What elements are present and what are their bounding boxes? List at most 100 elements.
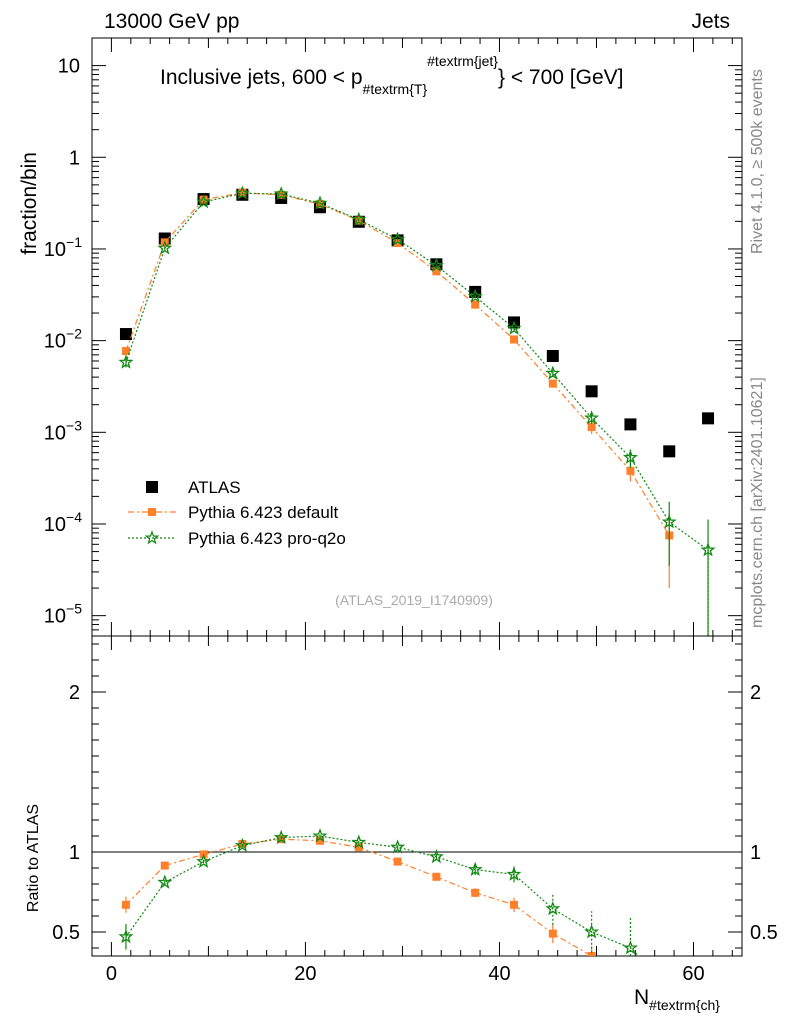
ratio-point-proq2o [622,940,638,955]
legend-marker-proq2o [144,530,160,545]
data-point-default [626,466,635,475]
data-point-proq2o [157,240,173,255]
main-panel: 10−5 10−4 10−3 10−2 10−1 1 10 fraction/bin Inc… [18,37,743,637]
data-point-default [432,267,441,276]
ratio-point-proq2o [196,853,212,869]
y-tick-label: 10−4 [44,509,82,536]
ratio-point-default [471,888,480,897]
legend-marker-default [148,508,156,516]
data-point-atlas [624,418,637,431]
data-point-proq2o [390,231,406,246]
ratio-point-default [315,836,324,845]
ratio-clipped-group [118,828,675,990]
y-tick-label: 10−3 [44,417,82,444]
ratio-y-tick-label: 2 [69,682,80,704]
x-tick-label: 0 [106,963,117,985]
data-point-atlas [546,349,559,362]
mcplots-label: mcplots.cern.ch [arXiv:2401.10621] [749,377,766,628]
title-part-sup: #textrm{jet} [427,53,498,69]
main-ylabel: fraction/bin [18,152,41,255]
y-tick-label: 10 [58,56,80,78]
data-point-default [199,195,208,204]
data-point-proq2o [196,194,212,209]
data-point-proq2o [467,288,483,303]
ratio-point-default [354,843,363,852]
ratio-y-tick-label-right: 1 [750,842,761,864]
header-right: Jets [691,10,730,33]
data-point-default [587,423,596,432]
ratio-point-proq2o [545,900,561,916]
main-axis-ticks: 10−5 10−4 10−3 10−2 10−1 1 10 [44,37,742,637]
x-tick-label: 60 [682,963,704,985]
main-series-group [118,185,716,636]
ratio-point-proq2o [157,874,173,889]
legend-label-default: Pythia 6.423 default [188,503,339,522]
ratio-ylabel: Ratio to ATLAS [25,804,42,912]
ratio-frame [91,635,743,957]
main-title: Inclusive jets, 600 < p#textrm{T} #textrm… [160,53,623,97]
data-point-default [510,335,519,344]
data-point-proq2o [622,449,638,464]
data-point-proq2o [506,320,522,335]
ratio-point-default [626,966,634,974]
x-tick-label: 20 [294,963,316,985]
ratio-point-proq2o [506,866,522,881]
ratio-point-default [587,952,596,956]
data-point-proq2o [661,514,677,529]
ratio-point-proq2o [273,829,289,845]
series-line-proq2o [125,192,709,551]
ratio-point-default [510,900,519,909]
data-point-default [548,379,557,388]
data-point-proq2o [584,410,600,425]
legend: ATLAS Pythia 6.423 default Pythia 6.423 … [128,478,346,548]
ratio-point-proq2o [118,928,134,944]
legend-label-atlas: ATLAS [188,478,241,497]
ratio-point-proq2o [234,837,250,853]
data-point-proq2o [351,211,367,227]
ratio-point-proq2o [428,848,444,864]
data-point-default [471,300,480,309]
data-point-proq2o [118,354,134,369]
data-point-default [393,239,402,248]
data-point-proq2o [234,185,250,200]
title-part-sub: #textrm{T} [363,81,428,97]
xlabel-part-sub: #textrm{ch} [649,997,720,1013]
data-point-proq2o [428,257,444,272]
data-point-proq2o [273,186,289,201]
ratio-point-default [393,857,402,866]
data-point-atlas [585,385,598,398]
ratio-y-tick-label: 0.5 [52,922,80,944]
data-point-atlas [663,445,676,458]
ratio-point-proq2o [467,861,483,877]
data-point-proq2o [545,365,561,380]
header-left: 13000 GeV pp [104,10,239,33]
data-point-proq2o [312,195,328,210]
ratio-point-proq2o [664,979,675,990]
ratio-xlabel: N#textrm{ch} [634,986,720,1013]
data-point-atlas [702,412,715,425]
ratio-point-proq2o [584,924,600,939]
xlabel-part-main: N [634,986,649,1009]
y-tick-label: 1 [69,147,80,169]
legend-marker-atlas [146,481,158,493]
rivet-label: Rivet 4.1.0, ≥ 500k events [749,69,766,254]
ratio-axis-ticks: 0.5 0.51 12 20 20 40 60 [52,636,778,985]
ratio-y-tick-label: 1 [69,842,80,864]
legend-label-proq2o: Pythia 6.423 pro-q2o [188,529,346,548]
ratio-point-proq2o [351,834,367,849]
title-part-main: Inclusive jets, 600 < p [160,66,363,89]
y-tick-label: 10−5 [44,601,82,628]
ratio-line-proq2o [125,835,640,956]
ratio-point-default [121,900,130,909]
ratio-point-proq2o [390,839,406,854]
ratio-point-proq2o [312,828,328,843]
y-tick-label: 10−2 [44,326,82,353]
ratio-point-default [160,861,169,870]
ratio-series-group [118,828,675,990]
analysis-tag: (ATLAS_2019_I1740909) [335,592,493,608]
ratio-point-default [432,872,441,881]
x-tick-label: 40 [488,963,510,985]
y-tick-label: 10−1 [44,234,82,261]
ratio-y-tick-label-right: 0.5 [750,922,778,944]
